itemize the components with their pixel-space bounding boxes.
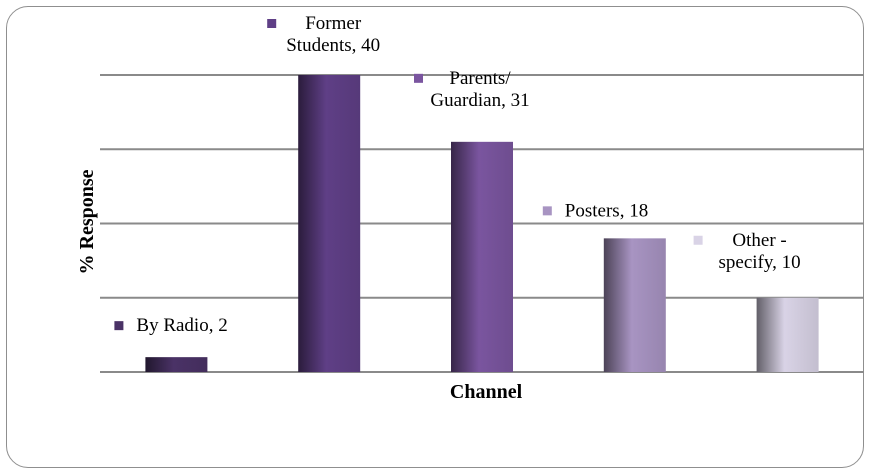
legend-key-4 bbox=[693, 235, 703, 245]
bar-1 bbox=[298, 75, 361, 372]
bar-2 bbox=[451, 141, 513, 372]
data-label-3: Posters, 18 bbox=[542, 200, 648, 221]
data-label-4: Other -specify, 10 bbox=[693, 230, 801, 273]
y-axis-label: % Response bbox=[76, 169, 98, 274]
bar-3 bbox=[603, 238, 666, 372]
data-label-line: Guardian, 31 bbox=[430, 90, 529, 111]
bar-4 bbox=[756, 297, 819, 372]
data-label-line: Posters, 18 bbox=[565, 200, 648, 221]
bar-0 bbox=[145, 357, 208, 372]
data-label-line: specify, 10 bbox=[719, 252, 801, 273]
data-label-0: By Radio, 2 bbox=[114, 315, 228, 336]
chart-frame bbox=[6, 6, 864, 468]
data-label-line: Former bbox=[305, 13, 362, 34]
legend-key-3 bbox=[542, 206, 552, 216]
data-label-line: Parents/ bbox=[449, 68, 511, 89]
data-label-line: Students, 40 bbox=[286, 35, 380, 56]
data-label-line: Other - bbox=[732, 230, 786, 251]
data-label-2: Parents/Guardian, 31 bbox=[414, 68, 530, 111]
x-axis-label: Channel bbox=[450, 381, 523, 403]
bars bbox=[145, 75, 819, 372]
data-label-line: By Radio, 2 bbox=[136, 315, 227, 336]
legend-key-2 bbox=[414, 73, 423, 83]
legend-key-0 bbox=[114, 321, 124, 331]
legend-key-1 bbox=[267, 19, 277, 28]
